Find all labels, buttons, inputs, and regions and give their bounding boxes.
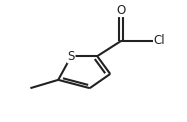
Text: S: S xyxy=(68,50,75,63)
Text: O: O xyxy=(117,4,126,16)
Text: Cl: Cl xyxy=(154,34,165,47)
